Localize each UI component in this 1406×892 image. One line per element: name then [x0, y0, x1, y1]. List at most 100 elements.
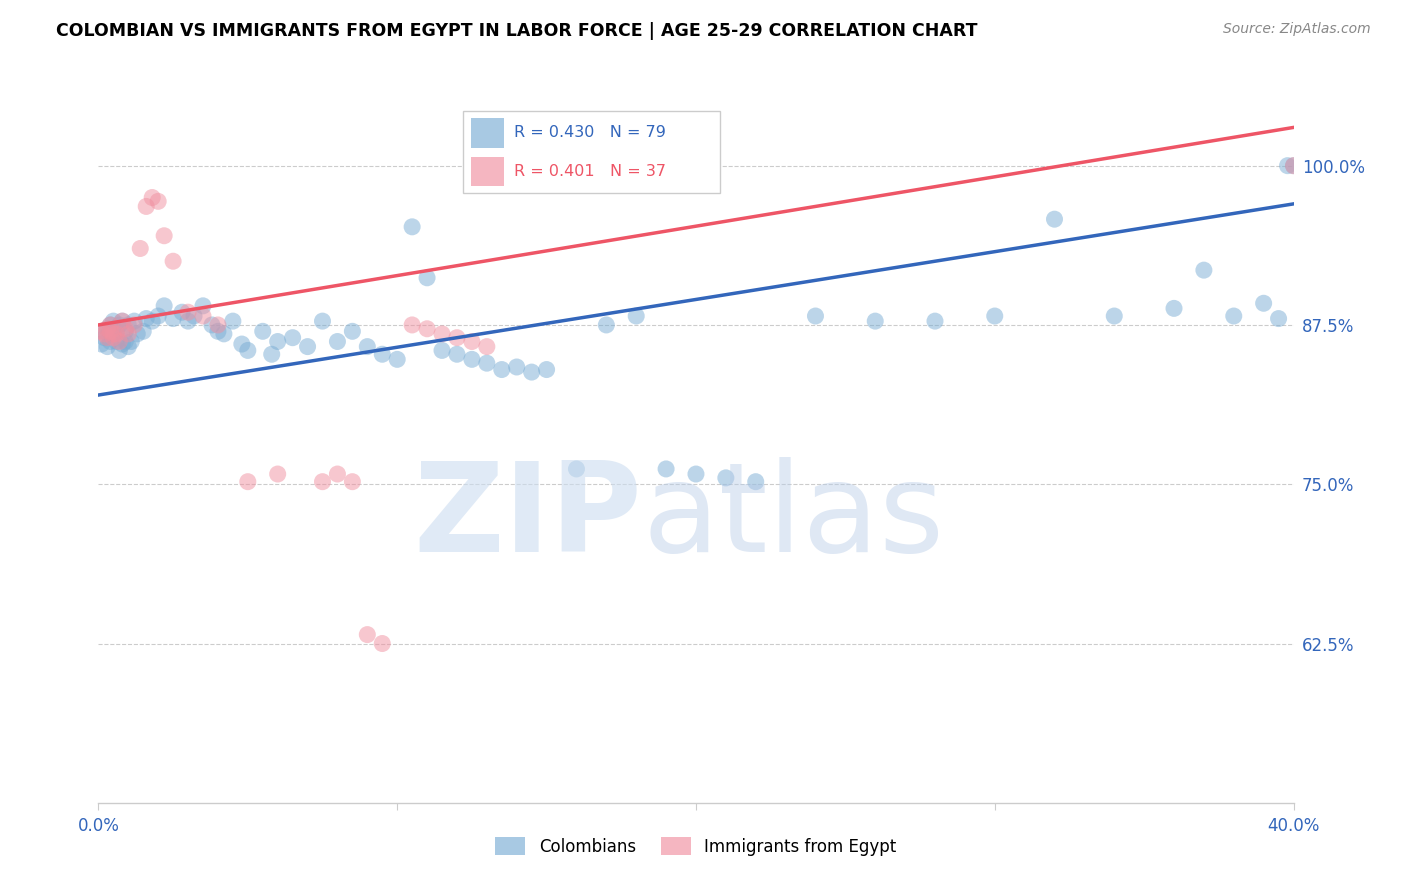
Point	[446, 331, 468, 345]
Point	[326, 334, 349, 349]
Point	[655, 462, 678, 476]
Point	[108, 318, 131, 332]
Point	[93, 326, 115, 341]
Point	[103, 326, 125, 341]
Point	[416, 322, 439, 336]
Point	[385, 352, 409, 367]
Point	[430, 326, 453, 341]
Point	[114, 322, 136, 336]
Point	[311, 314, 333, 328]
Point	[93, 324, 115, 338]
Point	[461, 334, 484, 349]
Point	[475, 356, 498, 370]
Point	[461, 352, 484, 367]
Text: COLOMBIAN VS IMMIGRANTS FROM EGYPT IN LABOR FORCE | AGE 25-29 CORRELATION CHART: COLOMBIAN VS IMMIGRANTS FROM EGYPT IN LA…	[56, 22, 977, 40]
Point	[120, 334, 142, 349]
Point	[231, 337, 253, 351]
Point	[371, 636, 394, 650]
Point	[491, 362, 513, 376]
Point	[117, 340, 139, 354]
Point	[281, 331, 304, 345]
Point	[536, 362, 558, 376]
Point	[141, 314, 163, 328]
Point	[326, 467, 349, 481]
Point	[685, 467, 707, 481]
Point	[90, 337, 112, 351]
Point	[124, 314, 146, 328]
Point	[342, 324, 364, 338]
Legend: Colombians, Immigrants from Egypt: Colombians, Immigrants from Egypt	[489, 830, 903, 863]
Point	[371, 347, 394, 361]
Point	[222, 314, 245, 328]
Point	[148, 194, 170, 209]
Point	[207, 318, 229, 332]
Point	[114, 324, 136, 338]
Point	[865, 314, 887, 328]
Point	[297, 340, 319, 354]
Point	[96, 331, 118, 345]
Point	[108, 334, 131, 349]
Point	[236, 475, 259, 489]
Point	[129, 242, 152, 256]
Point	[714, 471, 737, 485]
Point	[236, 343, 259, 358]
Point	[267, 334, 290, 349]
Point	[745, 475, 768, 489]
Point	[148, 309, 170, 323]
Point	[1282, 159, 1305, 173]
Point	[98, 324, 122, 338]
Point	[132, 324, 155, 338]
Point	[153, 228, 176, 243]
Point	[1192, 263, 1215, 277]
Point	[153, 299, 176, 313]
Point	[177, 305, 200, 319]
Point	[108, 343, 131, 358]
Point	[595, 318, 617, 332]
Point	[311, 475, 333, 489]
Point	[212, 326, 235, 341]
Point	[342, 475, 364, 489]
Point	[984, 309, 1007, 323]
Point	[260, 347, 283, 361]
Point	[96, 322, 118, 336]
Point	[93, 331, 115, 345]
Point	[401, 318, 423, 332]
Point	[111, 314, 134, 328]
Point	[191, 309, 214, 323]
Point	[506, 359, 529, 374]
Point	[475, 340, 498, 354]
Point	[207, 324, 229, 338]
Point	[111, 337, 134, 351]
Point	[1163, 301, 1185, 316]
Point	[162, 254, 184, 268]
Point	[356, 340, 378, 354]
Point	[565, 462, 588, 476]
Point	[96, 322, 118, 336]
Point	[1043, 212, 1066, 227]
Point	[103, 326, 125, 341]
Point	[162, 311, 184, 326]
Point	[98, 318, 122, 332]
Point	[172, 305, 194, 319]
Point	[201, 318, 224, 332]
Point	[103, 331, 125, 345]
Point	[267, 467, 290, 481]
Point	[127, 326, 149, 341]
Text: ZIP: ZIP	[413, 457, 643, 578]
Point	[183, 309, 205, 323]
Point	[105, 334, 128, 349]
Point	[105, 326, 128, 341]
Point	[252, 324, 274, 338]
Point	[141, 190, 163, 204]
Point	[114, 334, 136, 349]
Point	[111, 314, 134, 328]
Point	[430, 343, 453, 358]
Point	[135, 311, 157, 326]
Point	[1277, 159, 1299, 173]
Point	[804, 309, 827, 323]
Point	[105, 324, 128, 338]
Point	[520, 365, 543, 379]
Point	[1282, 159, 1305, 173]
Point	[117, 318, 139, 332]
Point	[401, 219, 423, 234]
